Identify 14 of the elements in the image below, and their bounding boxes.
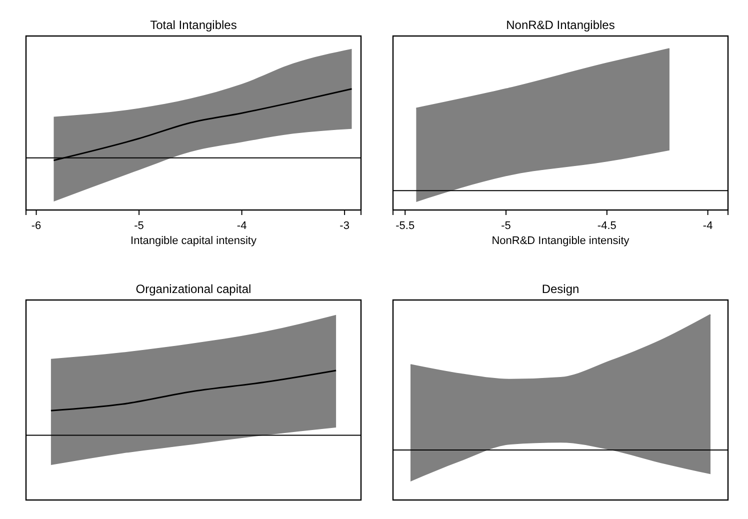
chart-title: Design <box>542 282 580 296</box>
chart-title: Total Intangibles <box>150 18 237 32</box>
x-tick-label: -5.5 <box>396 220 415 232</box>
x-tick-label: -5 <box>501 220 511 232</box>
chart-title: NonR&D Intangibles <box>506 18 615 32</box>
x-tick-label: -4 <box>702 220 713 232</box>
x-tick-label: -4 <box>236 220 247 232</box>
x-tick-label: -6 <box>31 220 42 232</box>
x-axis-title: Intangible capital intensity <box>130 235 257 247</box>
x-tick-label: -4.5 <box>597 220 616 232</box>
chart-title: Organizational capital <box>136 282 252 296</box>
x-axis-title: NonR&D Intangible intensity <box>492 235 630 247</box>
x-tick-label: -5 <box>134 220 144 232</box>
x-tick-label: -3 <box>340 220 350 232</box>
